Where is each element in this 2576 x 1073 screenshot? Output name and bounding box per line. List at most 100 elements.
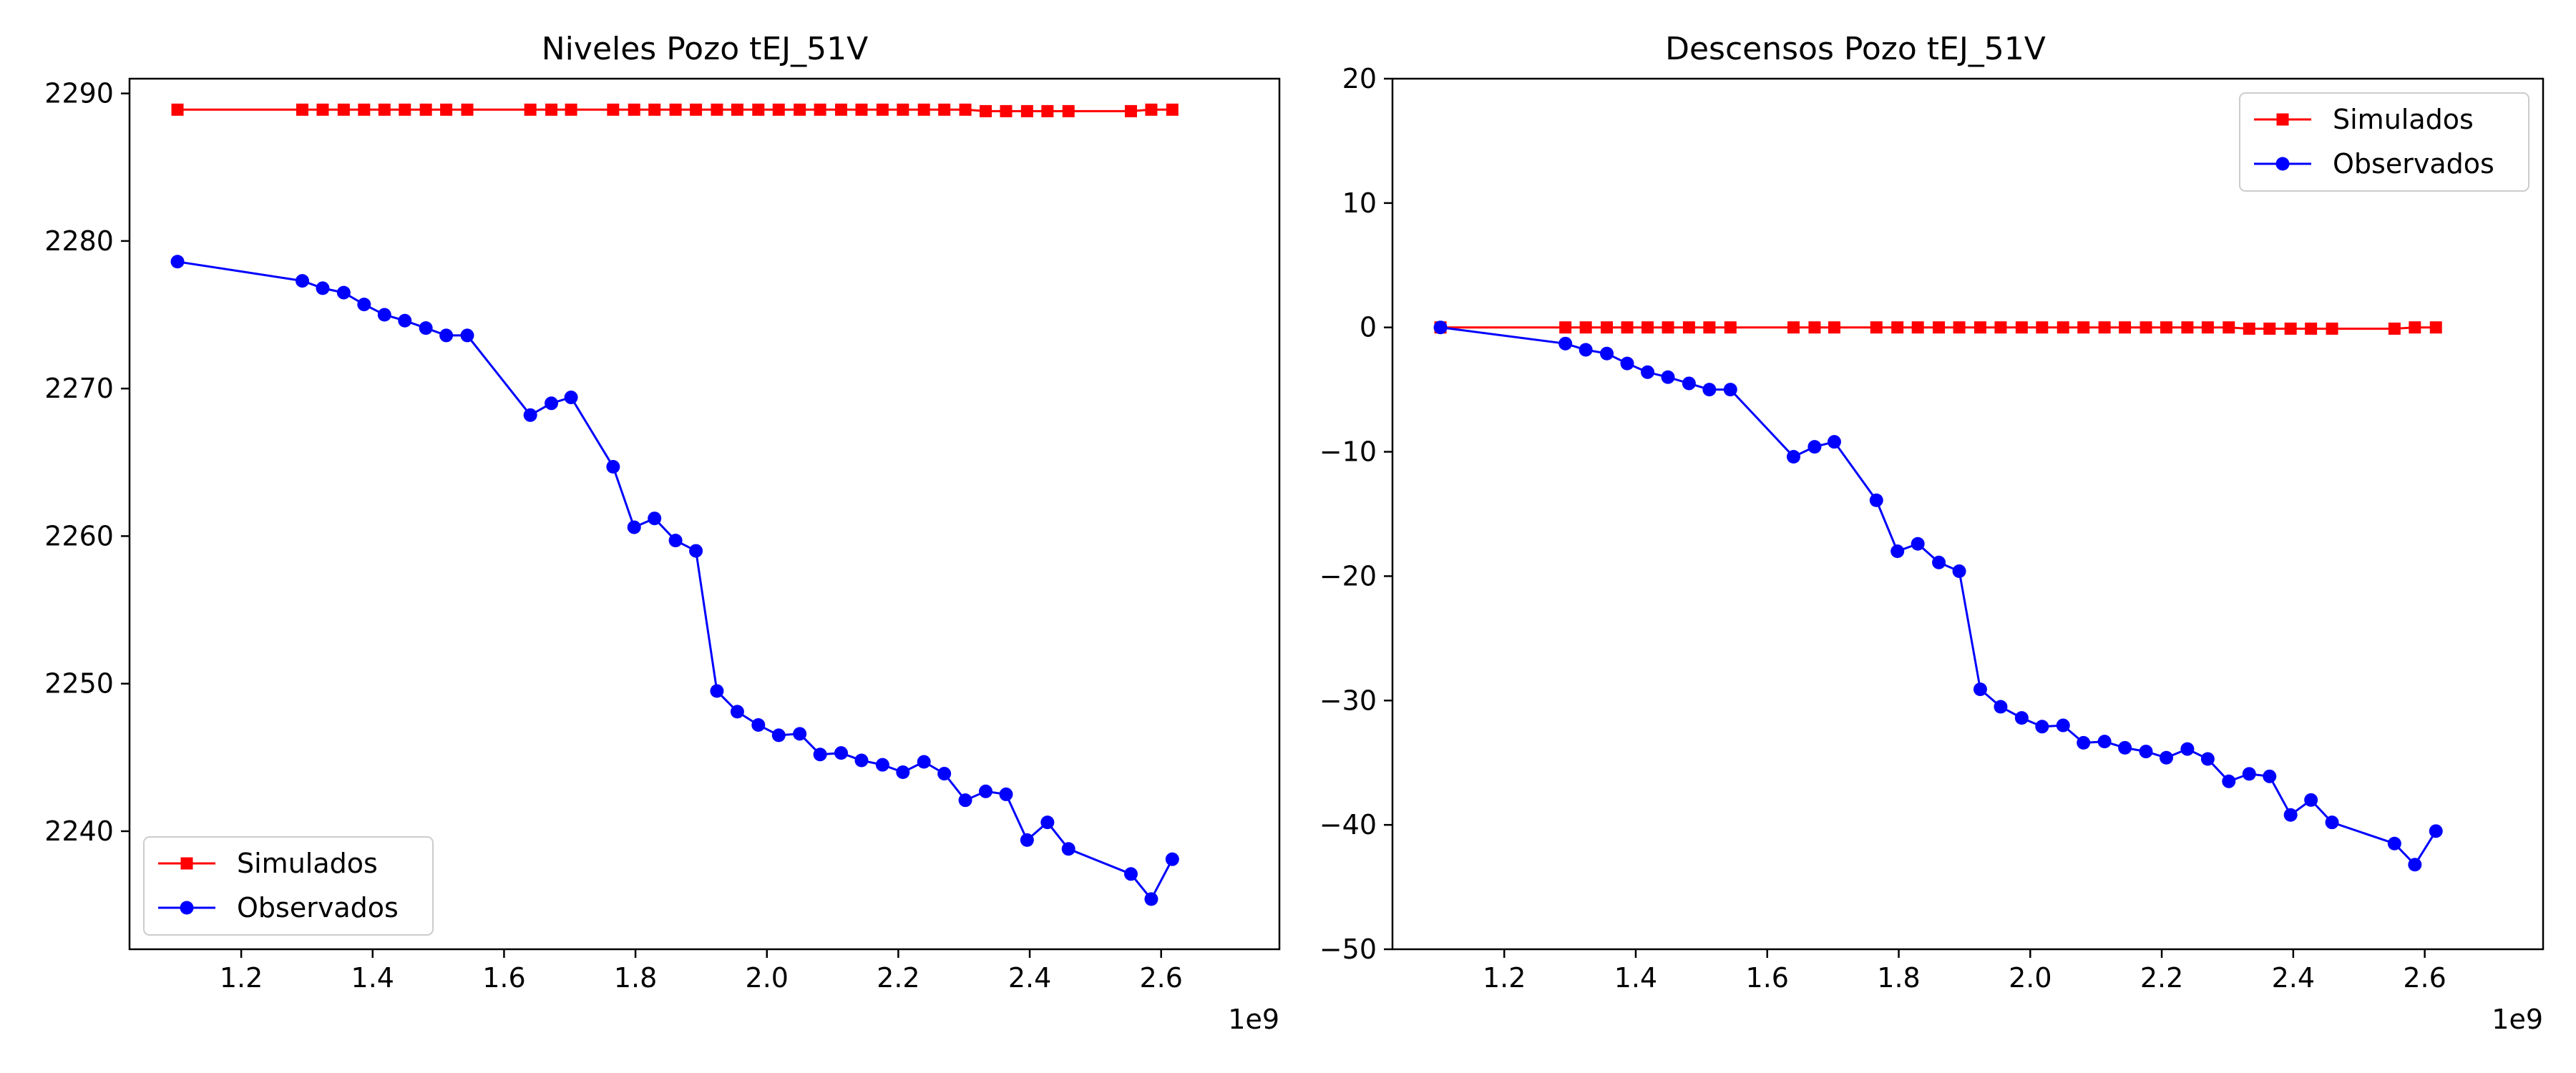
x-tick-label: 1.2 [1483,962,1526,994]
data-point [1952,564,1966,578]
data-point [1702,383,1717,397]
data-point [1559,321,1572,334]
series-simulados [171,103,1179,117]
data-point [2118,740,2132,755]
data-point [1911,536,1925,551]
data-point [1891,321,1904,334]
y-tick-label: 2260 [44,520,114,552]
legend-marker [180,857,193,870]
data-point [1166,103,1179,116]
chart-title: Descensos Pozo tEJ_51V [1665,31,2046,67]
data-point [440,103,453,116]
data-point [316,281,330,295]
data-point [2139,745,2153,759]
data-point [2077,321,2090,334]
x-tick-label: 2.2 [2140,962,2183,994]
y-tick-label: −10 [1319,436,1377,468]
data-point [897,103,909,116]
data-point [336,285,351,300]
plot-frame [128,77,1281,951]
data-point [1165,852,1179,866]
data-point [1433,320,1448,335]
data-point [1994,321,2007,334]
data-point [296,274,310,288]
data-point [2200,752,2215,766]
data-point [668,534,683,548]
data-point [378,103,391,116]
data-point [1953,321,1966,334]
data-point [1062,104,1075,117]
data-point [1144,892,1158,906]
legend-item-simulados: Simulados [158,848,378,879]
data-point [938,103,951,116]
data-point [1808,321,1821,334]
data-point [711,103,723,116]
data-point [2098,321,2111,334]
data-point [999,787,1013,801]
data-point [1579,343,1593,357]
series-simulados [1434,321,2442,335]
data-point [2222,774,2236,788]
y-tick-label: −50 [1319,934,1377,965]
data-point [1870,321,1883,334]
legend: Simulados Observados [2239,92,2529,192]
data-point [855,103,868,116]
data-point [316,103,329,116]
data-point [171,103,184,116]
data-point [2180,742,2195,756]
data-point [730,705,744,719]
data-point [2035,720,2049,734]
x-tick-label: 1.4 [1614,962,1657,994]
x-tick-label: 2.6 [2403,962,2446,994]
data-point [1807,440,1822,454]
series-line [177,260,1174,901]
data-point [1787,450,1801,464]
y-tick-label: 20 [1342,63,1377,94]
data-point [2325,815,2339,830]
data-point [358,103,371,116]
data-point [896,765,910,779]
data-point [1787,321,1800,334]
y-tick-label: 0 [1360,312,1377,343]
data-point [2326,322,2338,335]
legend-label: Simulados [2333,104,2474,135]
data-point [2181,321,2194,334]
x-offset-label: 1e9 [2492,1004,2543,1035]
x-tick-label: 1.2 [220,962,263,994]
data-point [1890,544,1905,559]
data-point [460,328,474,343]
data-point [377,308,391,322]
data-point [1682,376,1696,391]
series-observados [1433,320,2443,872]
data-point [1828,321,1840,334]
data-point [1933,321,1946,334]
legend-item-observados: Observados [2254,148,2494,180]
series-observados [170,255,1179,906]
data-point [710,684,724,698]
data-point [523,408,537,422]
y-tick-label: 2290 [44,78,114,109]
x-tick-label: 1.8 [1877,962,1920,994]
legend: Simulados Observados [143,836,434,936]
data-point [648,511,662,526]
data-point [2140,321,2152,334]
data-point [2160,321,2172,334]
data-point [917,103,930,116]
legend-marker [180,901,194,915]
data-point [2284,322,2297,335]
data-point [2201,321,2214,334]
data-point [1020,104,1033,117]
data-point [1869,493,1883,507]
data-point [875,758,889,772]
data-point [337,103,350,116]
data-point [1124,104,1137,117]
y-tick-label: −30 [1319,685,1377,716]
data-point [524,103,537,116]
data-point [834,746,849,760]
data-point [752,103,765,116]
data-point [296,103,309,116]
data-point [2119,321,2132,334]
data-point [1579,321,1592,334]
x-tick-label: 1.8 [614,962,657,994]
data-point [689,544,703,558]
